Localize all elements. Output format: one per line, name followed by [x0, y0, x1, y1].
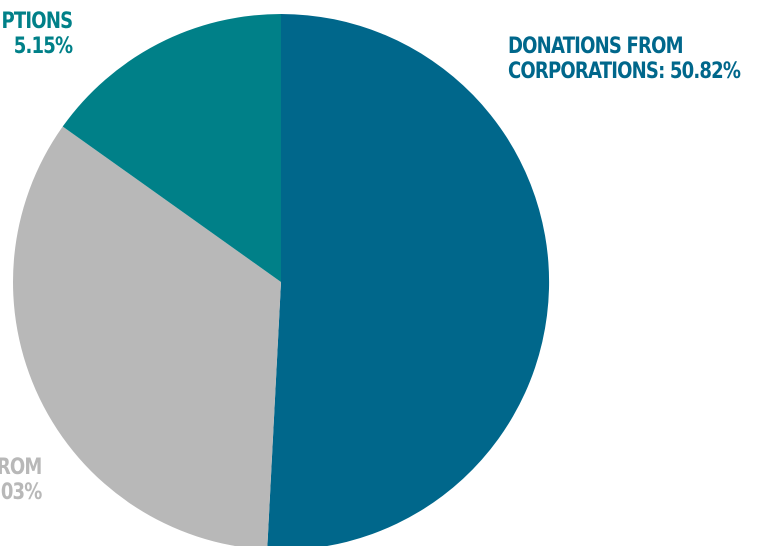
slice-label-corporations-line2: CORPORATIONS: 50.82% — [508, 59, 741, 84]
slice-label-teal-line1: PTIONS — [1, 9, 73, 34]
slice-label-gray: ROM 03% — [0, 455, 43, 505]
pie-slice-corporations — [267, 14, 550, 546]
slice-label-corporations: DONATIONS FROM CORPORATIONS: 50.82% — [508, 34, 741, 84]
slice-label-gray-line1: ROM — [0, 455, 43, 480]
slice-label-corporations-line1: DONATIONS FROM — [508, 34, 684, 59]
pie-slice-teal — [62, 14, 282, 282]
slice-label-teal-line2: 5.15% — [13, 34, 73, 59]
pie-slice-gray — [13, 126, 281, 546]
slice-label-gray-line2: 03% — [1, 480, 43, 505]
slice-label-teal: PTIONS 5.15% — [1, 9, 73, 59]
